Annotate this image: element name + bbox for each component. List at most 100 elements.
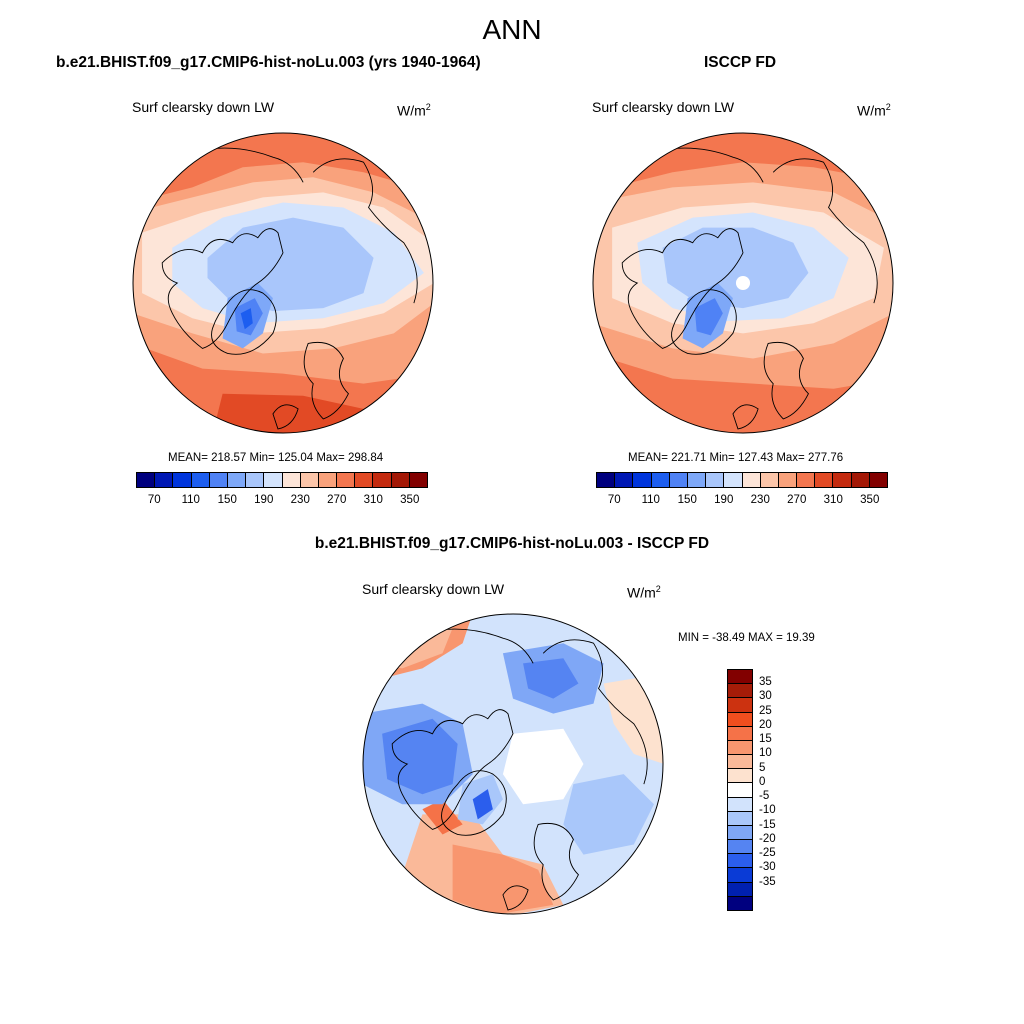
colorbar-tick-label: -5 bbox=[759, 790, 770, 803]
colorbar-tick-label: 270 bbox=[787, 494, 807, 506]
colorbar-tick-label: -15 bbox=[759, 818, 776, 831]
colorbar-tick-label: 70 bbox=[147, 494, 161, 506]
colorbar-swatch bbox=[687, 473, 707, 487]
colorbar-tick-label: 110 bbox=[181, 494, 200, 506]
panel1-stats: MEAN= 218.57 Min= 125.04 Max= 298.84 bbox=[168, 452, 384, 464]
colorbar-swatch bbox=[728, 840, 752, 855]
colorbar-swatch bbox=[728, 868, 752, 883]
colorbar-tick-label: 190 bbox=[254, 494, 274, 506]
colorbar-swatch bbox=[137, 473, 156, 487]
colorbar-swatch bbox=[373, 473, 392, 487]
colorbar-swatch bbox=[728, 755, 752, 770]
colorbar-tick-label: 350 bbox=[400, 494, 420, 506]
colorbar-tick-label: 0 bbox=[759, 775, 766, 788]
colorbar-tick-label: 70 bbox=[607, 494, 621, 506]
panel2-units: W/m2 bbox=[857, 102, 891, 119]
colorbar-tick-label: 310 bbox=[823, 494, 843, 506]
colorbar-tick-label: -20 bbox=[759, 832, 776, 845]
colorbar-swatch bbox=[191, 473, 210, 487]
panel1-variable: Surf clearsky down LW bbox=[132, 99, 275, 115]
colorbar-swatch bbox=[742, 473, 761, 487]
panel3-variable: Surf clearsky down LW bbox=[362, 581, 505, 597]
panel2-units-base: W/m bbox=[857, 102, 886, 119]
colorbar-swatch bbox=[728, 882, 752, 897]
colorbar-tick-label: 25 bbox=[759, 704, 772, 717]
colorbar-swatch bbox=[728, 797, 752, 812]
colorbar-swatch bbox=[728, 712, 752, 727]
panel2-stats: MEAN= 221.71 Min= 127.43 Max= 277.76 bbox=[628, 452, 844, 464]
colorbar-swatch bbox=[318, 473, 338, 487]
colorbar-tick-label: 190 bbox=[714, 494, 734, 506]
panel3-polar-map bbox=[362, 613, 664, 915]
panel1-units-exp: 2 bbox=[425, 102, 431, 112]
colorbar-swatch bbox=[173, 473, 192, 487]
colorbar-swatch bbox=[815, 473, 834, 487]
colorbar-swatch bbox=[300, 473, 319, 487]
colorbar-tick-label: -10 bbox=[759, 804, 776, 817]
panel2-polar-map bbox=[592, 132, 894, 434]
colorbar-swatch bbox=[264, 473, 283, 487]
colorbar-swatch bbox=[355, 473, 374, 487]
colorbar-swatch bbox=[728, 854, 752, 869]
colorbar-tick-label: 150 bbox=[217, 494, 237, 506]
colorbar-swatch bbox=[728, 726, 752, 741]
colorbar-swatch bbox=[728, 783, 752, 798]
colorbar-swatch bbox=[728, 670, 752, 685]
panel2-title: ISCCP FD bbox=[704, 54, 777, 71]
colorbar-tick-label: 5 bbox=[759, 761, 766, 774]
colorbar-swatch bbox=[409, 473, 427, 487]
colorbar-swatch bbox=[227, 473, 247, 487]
colorbar-tick-label: 270 bbox=[327, 494, 347, 506]
panel2-units-exp: 2 bbox=[885, 102, 891, 112]
colorbar-swatch bbox=[246, 473, 265, 487]
colorbar-swatch bbox=[728, 825, 752, 841]
panel1-units-base: W/m bbox=[397, 102, 426, 119]
panel2-colorbar bbox=[596, 472, 888, 488]
colorbar-tick-label: 20 bbox=[759, 718, 772, 731]
colorbar-swatch bbox=[724, 473, 743, 487]
colorbar-tick-label: -30 bbox=[759, 861, 776, 874]
colorbar-tick-label: 10 bbox=[759, 747, 772, 760]
colorbar-tick-label: 230 bbox=[750, 494, 770, 506]
panel3-colorbar bbox=[727, 669, 753, 911]
colorbar-tick-label: 110 bbox=[641, 494, 660, 506]
panel3-units-base: W/m bbox=[627, 584, 656, 601]
colorbar-swatch bbox=[797, 473, 816, 487]
figure-title: ANN bbox=[482, 14, 542, 45]
colorbar-swatch bbox=[778, 473, 798, 487]
colorbar-swatch bbox=[728, 811, 752, 826]
colorbar-swatch bbox=[728, 896, 752, 910]
colorbar-swatch bbox=[597, 473, 616, 487]
colorbar-swatch bbox=[833, 473, 852, 487]
panel2-variable: Surf clearsky down LW bbox=[592, 99, 735, 115]
colorbar-tick-label: 310 bbox=[363, 494, 383, 506]
colorbar-swatch bbox=[728, 698, 752, 713]
colorbar-swatch bbox=[155, 473, 174, 487]
colorbar-swatch bbox=[706, 473, 725, 487]
colorbar-tick-label: 15 bbox=[759, 733, 772, 746]
panel1-polar-map bbox=[132, 132, 434, 434]
colorbar-swatch bbox=[651, 473, 670, 487]
panel3-stats: MIN = -38.49 MAX = 19.39 bbox=[678, 632, 815, 644]
panel1-units: W/m2 bbox=[397, 102, 431, 119]
colorbar-swatch bbox=[760, 473, 779, 487]
colorbar-swatch bbox=[633, 473, 652, 487]
colorbar-swatch bbox=[669, 473, 688, 487]
panel1-colorbar bbox=[136, 472, 428, 488]
colorbar-swatch bbox=[337, 473, 356, 487]
colorbar-tick-label: 230 bbox=[290, 494, 310, 506]
colorbar-tick-label: -35 bbox=[759, 875, 776, 888]
colorbar-swatch bbox=[728, 769, 752, 784]
colorbar-tick-label: 150 bbox=[677, 494, 697, 506]
colorbar-tick-label: 350 bbox=[860, 494, 880, 506]
colorbar-tick-label: 30 bbox=[759, 690, 772, 703]
colorbar-swatch bbox=[869, 473, 887, 487]
colorbar-swatch bbox=[728, 684, 752, 699]
colorbar-swatch bbox=[851, 473, 870, 487]
colorbar-tick-label: 35 bbox=[759, 676, 772, 689]
colorbar-swatch bbox=[615, 473, 634, 487]
colorbar-swatch bbox=[282, 473, 301, 487]
panel3-units-exp: 2 bbox=[655, 584, 661, 594]
panel1-title: b.e21.BHIST.f09_g17.CMIP6-hist-noLu.003 … bbox=[56, 54, 481, 71]
colorbar-swatch bbox=[209, 473, 228, 487]
